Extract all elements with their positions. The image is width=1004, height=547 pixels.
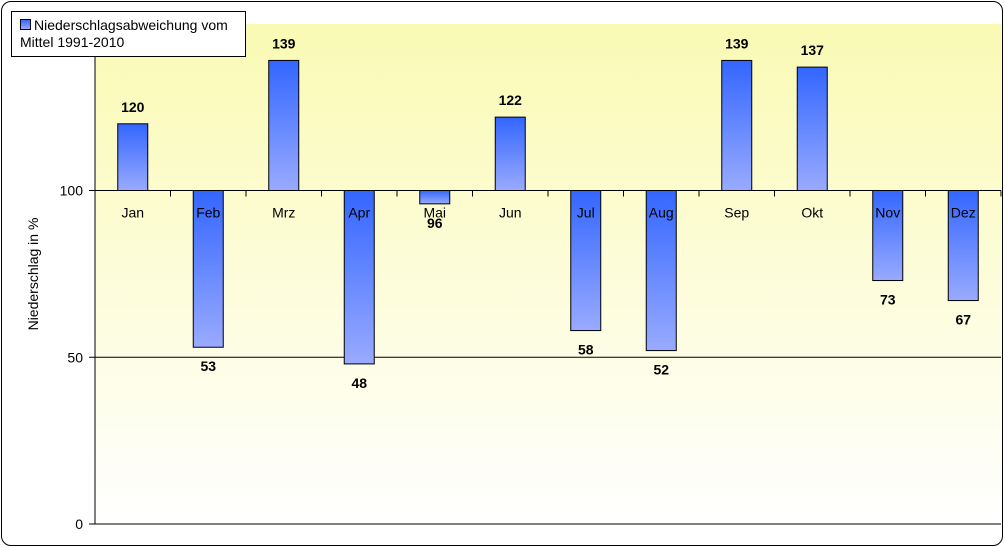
bar-apr	[343, 190, 375, 365]
bar-mai	[419, 190, 451, 205]
category-label: Sep	[724, 205, 749, 221]
value-label: 137	[801, 42, 825, 58]
value-label: 58	[578, 342, 594, 358]
value-label: 48	[351, 375, 367, 391]
bar-jan	[117, 123, 149, 191]
value-label: 73	[880, 292, 896, 308]
legend-line-2: Mittel 1991-2010	[20, 34, 125, 50]
grid-lines	[89, 24, 1002, 525]
category-label: Mrz	[272, 205, 295, 221]
plot-area	[95, 24, 1001, 524]
category-label: Jun	[499, 205, 522, 221]
value-label: 53	[200, 358, 216, 374]
category-label: Apr	[348, 205, 370, 221]
y-tick-label: 50	[67, 349, 83, 365]
bars	[117, 59, 979, 365]
bar-nov	[872, 190, 904, 282]
bar-mrz	[268, 59, 300, 192]
legend-line-1: Niederschlagsabweichung vom	[34, 17, 228, 33]
value-label: 139	[725, 35, 749, 51]
value-label: 52	[653, 362, 669, 378]
bar-jun	[494, 116, 526, 191]
category-label: Dez	[951, 205, 976, 221]
bar-jul	[570, 190, 602, 332]
value-labels: 120 53 139 48 96 122 58 52 139 137 73 67	[121, 35, 971, 390]
bar-aug	[645, 190, 677, 352]
legend-entry: Niederschlagsabweichung vom	[20, 17, 241, 34]
category-label: Feb	[196, 205, 220, 221]
bar-dez	[947, 190, 979, 302]
legend-swatch	[20, 19, 31, 30]
category-label: Jul	[577, 205, 595, 221]
value-label: 120	[121, 99, 145, 115]
category-label: Jan	[121, 205, 144, 221]
value-label: 96	[427, 215, 443, 231]
value-label: 139	[272, 35, 296, 51]
y-tick-label: 0	[75, 516, 83, 532]
bar-feb	[192, 190, 224, 348]
category-label: Okt	[801, 205, 823, 221]
y-tick-label: 100	[60, 183, 84, 199]
legend: Niederschlagsabweichung vom Mittel 1991-…	[11, 11, 246, 57]
value-label: 122	[499, 92, 523, 108]
y-tick-labels: 0 50 100	[60, 183, 84, 533]
category-label: Aug	[649, 205, 674, 221]
value-label: 67	[955, 312, 971, 328]
y-axis-label: Niederschlag in %	[25, 218, 41, 331]
bar-okt	[796, 66, 828, 191]
category-label: Mai	[423, 205, 446, 221]
category-label: Nov	[875, 205, 900, 221]
bar-sep	[721, 59, 753, 192]
category-labels: Jan Feb Mrz Apr Mai Jun Jul Aug Sep Okt Nov Dez	[121, 205, 975, 221]
